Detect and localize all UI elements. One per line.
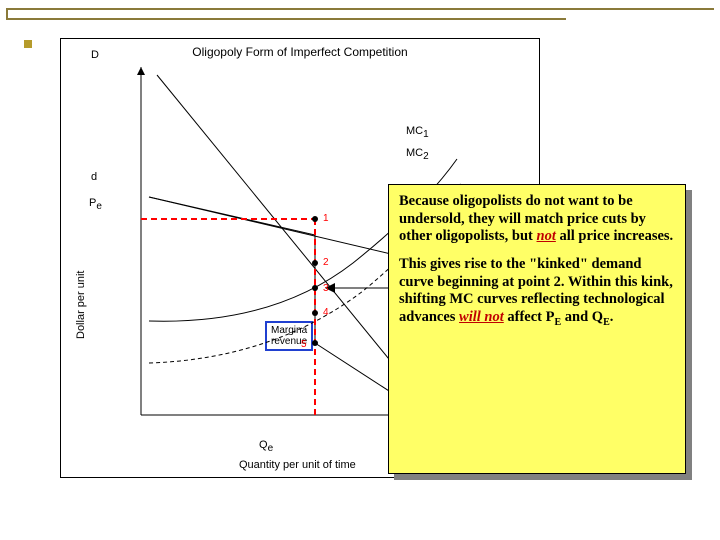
callout-para-2: This gives rise to the "kinked" demand c… — [399, 256, 675, 329]
label-Qe: Qe — [259, 439, 273, 454]
svg-text:5: 5 — [301, 339, 307, 350]
y-axis-label: Dollar per unit — [75, 271, 87, 339]
callout-box: Because oligopolists do not want to be u… — [388, 184, 686, 474]
frame-rule-mid — [6, 18, 566, 20]
chart-title: Oligopoly Form of Imperfect Competition — [61, 45, 539, 59]
svg-text:3: 3 — [323, 283, 329, 294]
callout-para-1: Because oligopolists do not want to be u… — [399, 193, 675, 246]
x-axis-label: Quantity per unit of time — [239, 459, 356, 471]
label-D: D — [91, 49, 99, 61]
point-5: 5 — [301, 339, 318, 350]
svg-text:4: 4 — [323, 307, 329, 318]
frame-rule-top — [6, 8, 714, 10]
label-d: d — [91, 171, 97, 183]
y-axis-arrow — [137, 67, 145, 75]
frame-rule-left — [6, 8, 8, 20]
svg-text:1: 1 — [323, 213, 329, 224]
slide-bullet — [24, 40, 32, 48]
label-Pe: Pe — [89, 197, 102, 212]
svg-text:2: 2 — [323, 257, 329, 268]
